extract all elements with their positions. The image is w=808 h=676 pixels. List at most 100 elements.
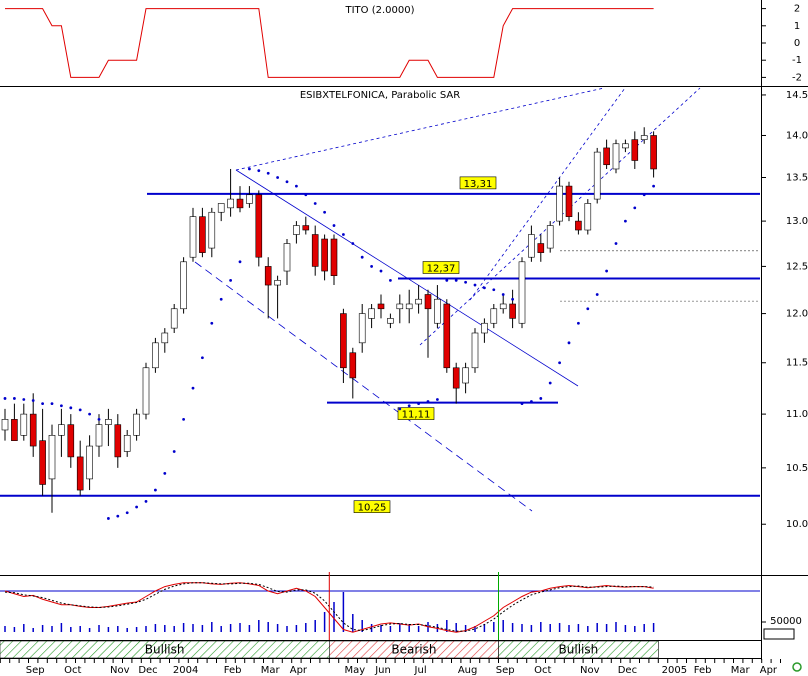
candle-body	[11, 419, 18, 441]
candle-body	[180, 261, 187, 310]
region-label: Bullish	[559, 643, 599, 657]
sar-dot	[407, 404, 411, 408]
sar-dot	[257, 169, 261, 173]
candle-body	[302, 225, 310, 231]
region-label: Bearish	[391, 643, 436, 657]
y-tick-label: 1	[794, 21, 800, 32]
level-label: 13,31	[464, 179, 493, 190]
x-tick-label: Oct	[534, 665, 551, 676]
candle-body	[255, 194, 263, 258]
y-tick-label: 11.5	[786, 358, 808, 369]
sar-dot	[633, 206, 637, 210]
candle-body	[622, 143, 629, 149]
candle-body	[396, 303, 404, 310]
candle-body	[481, 322, 488, 334]
sar-dot	[473, 283, 477, 287]
candle-body	[528, 234, 535, 258]
level-label: 10,25	[358, 503, 387, 514]
sar-dot	[154, 488, 157, 492]
candle-body	[105, 419, 112, 425]
sar-dot	[426, 400, 430, 403]
y-tick-label: 10.5	[786, 463, 808, 474]
candle-body	[152, 342, 159, 369]
sar-dot	[548, 381, 552, 385]
candle-body	[311, 234, 319, 267]
level-label-box	[353, 500, 391, 513]
y-tick-label: 13.5	[786, 172, 808, 183]
trend-line	[469, 87, 626, 301]
candle-body	[443, 303, 451, 369]
sar-dot	[501, 293, 505, 296]
level-label: 12,37	[427, 263, 456, 274]
sar-dot	[332, 224, 336, 227]
y-tick-label: 12.5	[786, 261, 808, 272]
sar-dot	[652, 184, 655, 188]
sar-dot	[135, 505, 139, 509]
sar-dot	[116, 514, 120, 518]
candle-body	[593, 151, 601, 200]
x-tick-label: Nov	[580, 665, 600, 676]
candle-body	[584, 203, 592, 231]
main-title: ESIBXTELFONICA, Parabolic SAR	[300, 90, 460, 101]
sar-dot	[276, 176, 279, 179]
sar-dot	[370, 265, 373, 268]
y-tick-label: 13.0	[786, 216, 808, 227]
candle-body	[58, 424, 65, 436]
sar-dot	[285, 180, 289, 184]
candle-body	[133, 413, 140, 436]
candle-body	[340, 313, 347, 369]
candle-body	[29, 413, 37, 447]
candle-body	[208, 211, 216, 249]
sar-dot	[398, 407, 402, 411]
trend-line	[235, 87, 605, 171]
region-band	[498, 640, 659, 659]
candle-body	[358, 313, 366, 344]
candle-body	[274, 280, 281, 286]
candle-body	[612, 143, 620, 170]
scroll-box[interactable]	[763, 628, 795, 640]
level-label-box	[422, 261, 460, 274]
sar-dot	[586, 307, 590, 311]
sar-dot	[31, 399, 35, 402]
sar-dot	[210, 321, 214, 325]
sar-dot	[219, 297, 223, 301]
candle-body	[114, 424, 122, 458]
candle-body	[387, 318, 394, 324]
sar-dot	[323, 210, 326, 214]
candle-body	[76, 456, 84, 491]
candle-body	[471, 332, 479, 369]
sar-dot	[379, 269, 383, 273]
x-tick-label: 2004	[173, 665, 198, 676]
candle-body	[631, 139, 639, 161]
candle-body	[518, 261, 526, 324]
sar-dot	[464, 280, 467, 284]
y-tick-label: 0	[794, 38, 800, 49]
candle-body	[283, 243, 291, 272]
x-tick-label: Jun	[374, 665, 391, 676]
sar-dot	[577, 321, 580, 325]
sar-dot	[3, 397, 7, 400]
sar-dot	[50, 402, 54, 406]
sar-dot	[454, 278, 458, 282]
candle-body	[321, 238, 328, 272]
sar-dot	[342, 233, 345, 236]
sar-dot	[144, 499, 148, 503]
candle-body	[640, 135, 648, 140]
candle-body	[490, 308, 498, 324]
sar-dot	[605, 269, 608, 273]
x-tick-label: Jul	[414, 665, 427, 676]
x-tick-label: May	[344, 665, 365, 676]
status-icon	[792, 662, 802, 672]
candle-body	[349, 352, 357, 379]
candle-body	[264, 266, 272, 286]
candle-body	[227, 198, 234, 209]
sar-dot	[445, 278, 449, 282]
candle-body	[142, 367, 150, 415]
candle-body	[499, 303, 507, 310]
x-tick-label: Feb	[694, 665, 712, 676]
candle-body	[434, 298, 441, 324]
candle-body	[199, 216, 206, 253]
sar-dot	[13, 397, 16, 400]
sar-dot	[201, 356, 204, 360]
